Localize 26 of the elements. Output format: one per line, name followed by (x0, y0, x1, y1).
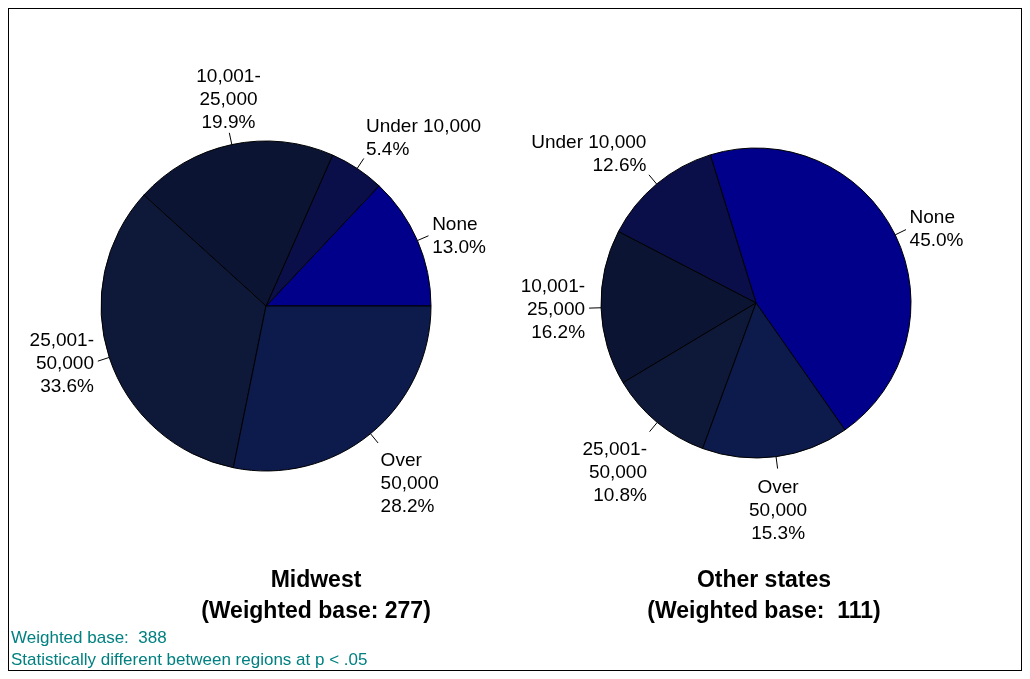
data-label: 12.6% (592, 154, 647, 176)
text: (Weighted base: 111) (646, 596, 882, 625)
data-label: 13.0% (432, 235, 487, 257)
data-label: 5.4% (366, 137, 410, 159)
data-label: 19.9% (201, 111, 256, 133)
slice-label: 10,001-25,000 (520, 275, 586, 320)
text: Weighted base: 388 (11, 627, 168, 649)
slice-label: Under 10,000 (531, 131, 647, 153)
slice-label: 25,001-50,000 (582, 438, 648, 483)
slice-label: Under 10,000 (366, 114, 482, 136)
data-label: 45.0% (909, 229, 964, 251)
slice-label: 10,001-25,000 (196, 65, 261, 110)
data-label: 16.2% (531, 321, 586, 343)
data-label: 10.8% (593, 484, 648, 506)
data-label: 28.2% (380, 495, 435, 517)
slice-label: 25,001-50,000 (29, 329, 95, 374)
slice-label: None (432, 212, 478, 234)
slice-label: Over 50,000 (749, 475, 808, 520)
data-label: 15.3% (751, 521, 806, 543)
data-label: 33.6% (40, 375, 95, 397)
slice-label: None (909, 206, 956, 228)
slice-label: Over 50,000 (380, 449, 439, 494)
text: (Weighted base: 277) (200, 596, 432, 625)
text: Other states (695, 565, 833, 594)
text: Midwest (269, 565, 363, 594)
text: Statistically different between regions at p < .05 (11, 649, 368, 671)
